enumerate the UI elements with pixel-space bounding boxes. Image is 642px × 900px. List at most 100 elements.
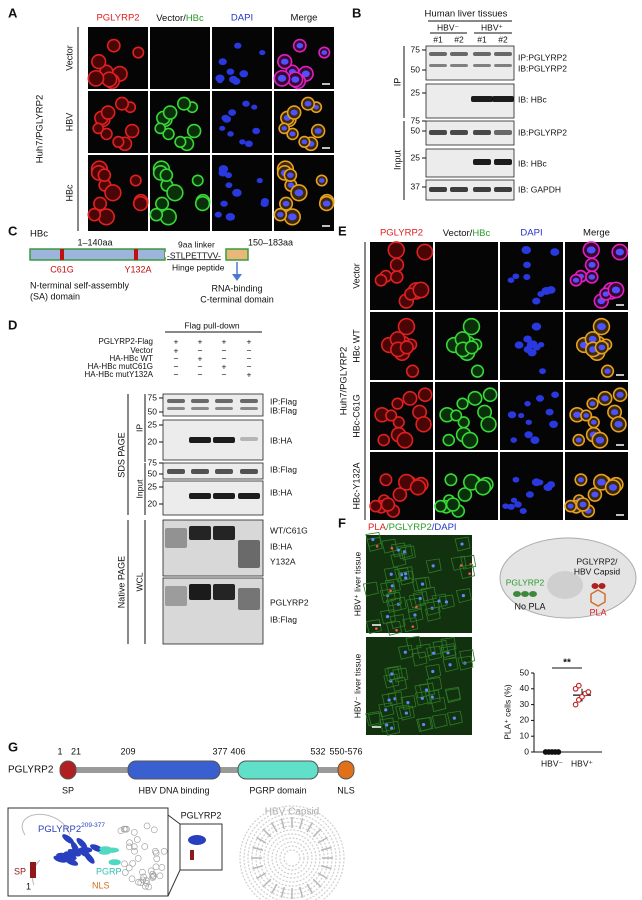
hepatocyte: [411, 651, 428, 667]
capsid-subunit: [134, 836, 141, 843]
arrow-head: [232, 274, 242, 281]
nucleus: [523, 345, 533, 354]
hepatocyte: [365, 619, 382, 635]
nucleus: [523, 335, 532, 343]
capsid-spike: [312, 878, 322, 888]
band: [238, 493, 260, 499]
band: [215, 469, 233, 474]
cell: [132, 195, 149, 212]
cell: [387, 241, 406, 259]
nucleus: [294, 189, 304, 197]
label: C-terminal domain: [200, 294, 274, 304]
hepatocyte: [365, 532, 382, 547]
cell: [390, 270, 404, 284]
domain: [237, 760, 319, 780]
label: 9aa linker: [178, 239, 215, 249]
band: [429, 64, 447, 67]
label: Input: [134, 479, 144, 499]
capsid-subunit: [130, 843, 138, 851]
sign: +: [174, 336, 179, 346]
hepatocyte: [387, 691, 404, 707]
cell: [101, 71, 118, 88]
header-part: HBc: [186, 13, 204, 24]
hepatocyte: [408, 593, 425, 609]
row-label: Vector: [351, 263, 361, 289]
sign: −: [198, 361, 203, 371]
hepatocyte: [459, 564, 476, 580]
nucleus: [225, 212, 236, 221]
label: -STLPETTVV-: [167, 250, 221, 260]
data-point: [585, 689, 592, 695]
hepatocyte: [399, 545, 416, 561]
nucleus: [232, 188, 242, 197]
x-tick-label: HBV⁺: [571, 758, 593, 768]
band: [473, 187, 491, 192]
cell: [97, 208, 115, 226]
nucleus: [595, 436, 605, 444]
hepatocyte: [366, 536, 383, 552]
hepatocyte: [398, 566, 415, 582]
helix: [64, 858, 79, 866]
cell: [434, 499, 447, 513]
nucleus: [424, 688, 429, 692]
mw-marker: 25: [411, 152, 421, 162]
row-label: Vector: [64, 45, 74, 71]
cell: [159, 168, 174, 183]
label: PGLYRP2: [506, 577, 545, 587]
nucleus: [550, 248, 560, 256]
nucleus: [387, 698, 391, 702]
hepatocyte: [444, 688, 461, 704]
sign: +: [247, 336, 252, 346]
hepatocyte: [392, 667, 409, 683]
cell: [114, 96, 130, 111]
nucleus: [567, 503, 574, 509]
nucleus: [224, 172, 232, 179]
capsid-spike: [252, 865, 264, 870]
nucleus: [616, 391, 624, 398]
label-part: 209-377: [81, 822, 105, 829]
nucleus: [385, 723, 389, 727]
mutation-site: [134, 249, 138, 260]
connector: [167, 814, 181, 825]
nucleus: [225, 182, 233, 189]
helix: [64, 851, 77, 861]
capsid-subunit: [121, 825, 129, 833]
band: [450, 187, 468, 192]
band: [165, 586, 187, 606]
band: [165, 528, 187, 548]
column-header: Merge: [291, 13, 318, 24]
domain: [337, 760, 355, 780]
cell: [129, 174, 142, 187]
cell: [399, 340, 414, 355]
label: 406: [230, 746, 245, 756]
capsid-spike: [317, 836, 328, 844]
row-label: HBV⁺ liver tissue: [352, 551, 362, 616]
capsid-spike: [306, 883, 314, 894]
capsid-subunit: [139, 868, 146, 876]
column-header: DAPI: [231, 13, 253, 24]
nucleus: [402, 550, 407, 554]
nucleus: [598, 344, 606, 351]
band: [450, 52, 468, 56]
tissue-image: [366, 637, 472, 735]
band: [213, 437, 235, 443]
lane-label: #2: [498, 34, 508, 44]
nucleus: [610, 409, 619, 416]
cell-line-label: Huh7/PGLYRP2: [35, 95, 46, 163]
row-label: HBc-Y132A: [351, 462, 361, 509]
nucleus: [524, 401, 531, 407]
cell: [396, 431, 414, 449]
nucleus: [502, 503, 509, 509]
capsid-subunit: [153, 855, 161, 863]
mw-marker: 50: [148, 468, 158, 478]
protein-icon: [521, 591, 529, 597]
capsid-shell: [271, 837, 313, 879]
band: [238, 588, 260, 610]
panel-letter: D: [8, 317, 17, 332]
hepatocyte: [390, 596, 407, 612]
nucleus: [281, 126, 287, 131]
cell: [100, 105, 116, 120]
nucleus: [589, 401, 596, 407]
sign: −: [247, 361, 252, 371]
sign: −: [198, 369, 203, 379]
